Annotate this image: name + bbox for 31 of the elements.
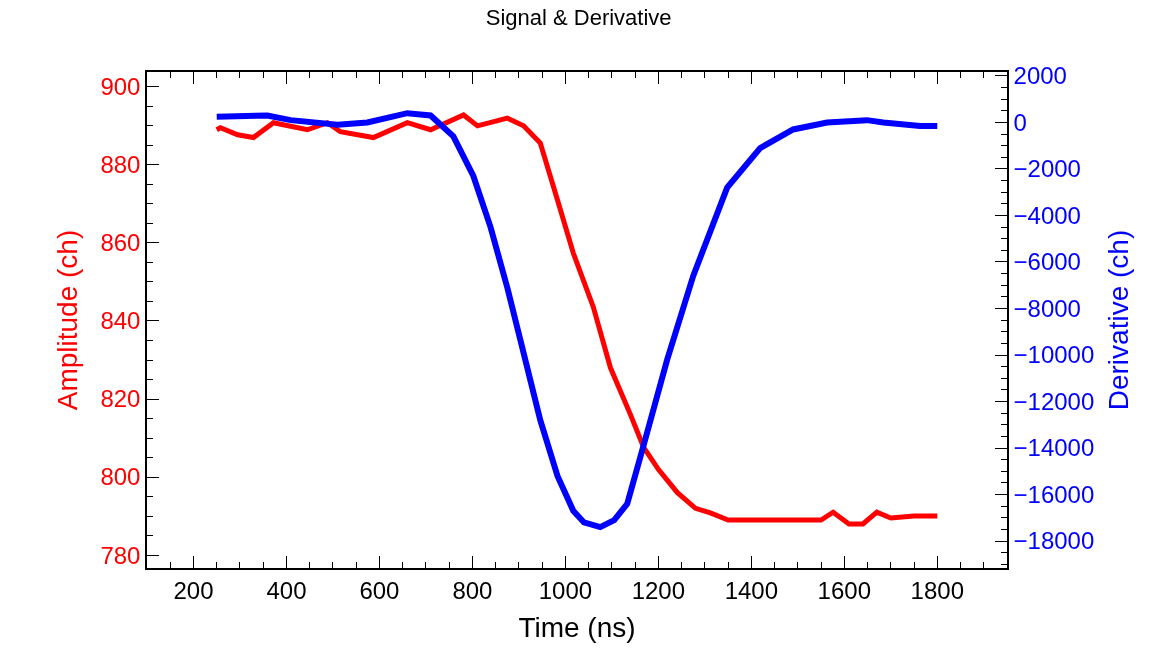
x-tick-label: 400 — [266, 576, 307, 604]
y-tick-label: 880 — [100, 151, 141, 179]
y2-tick-label: −16000 — [1013, 480, 1095, 508]
x-tick-label: 600 — [359, 576, 400, 604]
y-tick-label: 840 — [100, 307, 141, 335]
chart-title: Signal & Derivative — [485, 5, 672, 31]
y2-tick-label: −2000 — [1013, 155, 1081, 183]
y-axis-title: Amplitude (ch) — [51, 229, 83, 411]
y2-tick-label: −8000 — [1013, 294, 1081, 322]
y2-tick-label: −18000 — [1013, 527, 1095, 555]
y2-tick-label: 0 — [1013, 108, 1027, 136]
y2-axis-title: Derivative (ch) — [1102, 229, 1134, 411]
x-tick-label: 1200 — [631, 576, 686, 604]
y-tick-label: 800 — [100, 463, 141, 491]
y2-tick-label: −14000 — [1013, 434, 1095, 462]
y2-tick-label: −10000 — [1013, 341, 1095, 369]
y-tick-label: 820 — [100, 385, 141, 413]
x-tick-label: 800 — [452, 576, 493, 604]
x-tick-label: 200 — [173, 576, 214, 604]
x-tick-label: 1600 — [817, 576, 871, 604]
x-tick-label: 1800 — [910, 576, 964, 604]
x-axis-title: Time (ns) — [518, 612, 636, 644]
y2-tick-label: −4000 — [1013, 201, 1081, 229]
y2-tick-label: −6000 — [1013, 248, 1081, 276]
y-tick-label: 900 — [100, 73, 141, 101]
y2-tick-label: 2000 — [1013, 62, 1067, 90]
y-tick-label: 780 — [100, 541, 141, 569]
y2-tick-label: −12000 — [1013, 387, 1095, 415]
x-tick-label: 1400 — [724, 576, 779, 604]
y-tick-label: 860 — [100, 229, 141, 257]
x-tick-label: 1000 — [538, 576, 593, 604]
